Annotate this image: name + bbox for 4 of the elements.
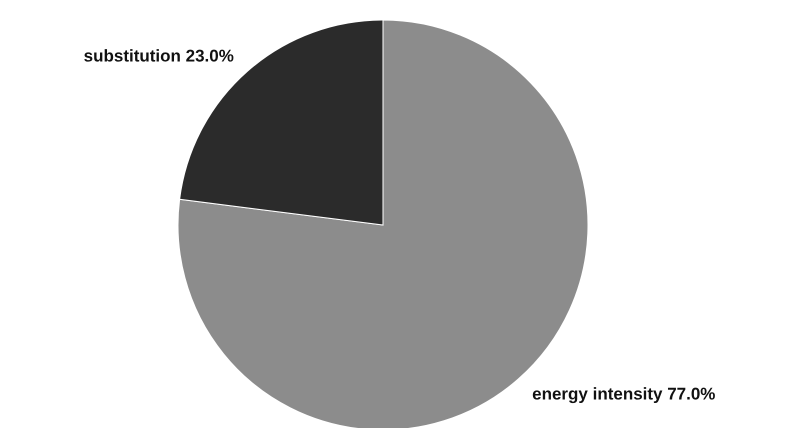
slice-label: energy intensity xyxy=(532,384,662,404)
data-label: 77.0% xyxy=(667,384,716,404)
slice-label: substitution xyxy=(84,46,181,66)
data-label: 23.0% xyxy=(186,46,234,66)
